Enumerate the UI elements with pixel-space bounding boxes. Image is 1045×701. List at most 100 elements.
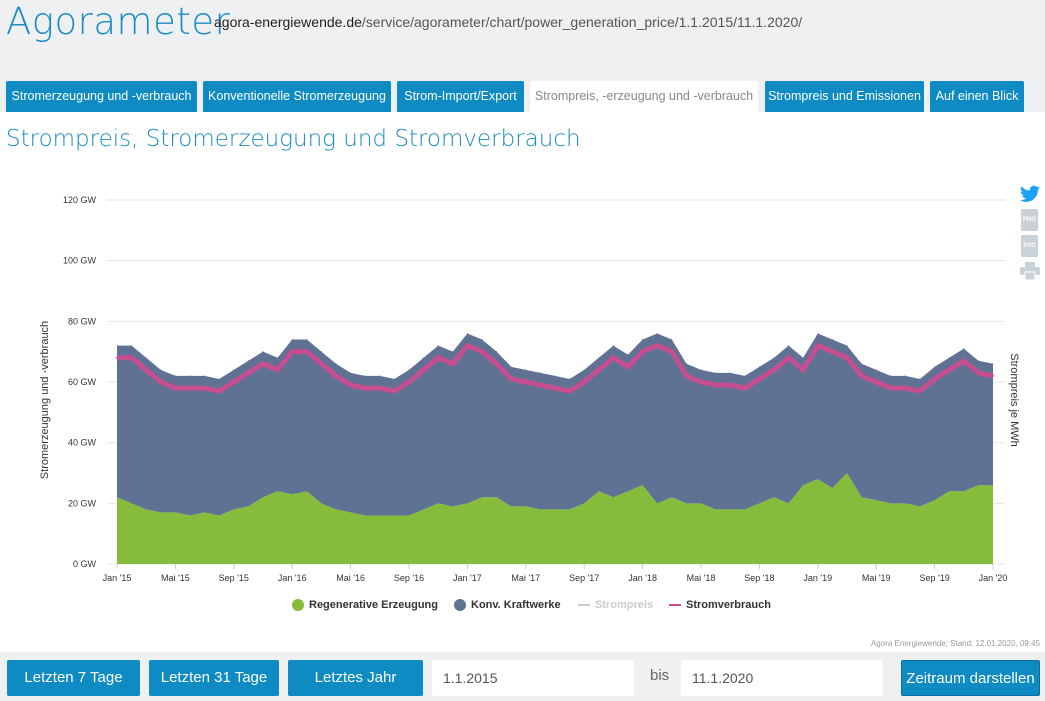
x-tick-label: Mai '16 bbox=[336, 573, 365, 583]
page-title: Strompreis, Stromerzeugung und Stromverb… bbox=[6, 126, 581, 152]
y-tick-label: 60 GW bbox=[68, 377, 97, 387]
data-point bbox=[569, 378, 571, 380]
data-point bbox=[890, 375, 892, 377]
logo[interactable]: Agorameter bbox=[6, 0, 231, 43]
data-point bbox=[233, 369, 235, 371]
last-7-days-button[interactable]: Letzten 7 Tage bbox=[7, 660, 140, 696]
twitter-icon[interactable] bbox=[1020, 184, 1040, 204]
x-tick-label: Mai '15 bbox=[161, 573, 190, 583]
last-year-button[interactable]: Letztes Jahr bbox=[288, 660, 423, 696]
to-date-input[interactable] bbox=[681, 660, 883, 696]
tab-strompreis-erzeugung[interactable]: Strompreis, -erzeugung und -verbrauch bbox=[530, 81, 758, 112]
data-point bbox=[715, 372, 717, 374]
data-point bbox=[612, 345, 614, 347]
data-point bbox=[145, 368, 148, 371]
data-point bbox=[744, 375, 746, 377]
data-point bbox=[466, 332, 468, 334]
y-tick-label: 80 GW bbox=[68, 316, 97, 326]
legend-strompreis[interactable]: Strompreis bbox=[578, 599, 653, 611]
data-point bbox=[773, 357, 775, 359]
data-point bbox=[861, 363, 863, 365]
data-point bbox=[962, 359, 965, 362]
x-tick-label: Mai '19 bbox=[862, 573, 891, 583]
legend-regenerative[interactable]: Regenerative Erzeugung bbox=[292, 599, 438, 611]
data-point bbox=[627, 365, 629, 368]
data-point bbox=[583, 381, 586, 383]
legend-dot-icon bbox=[454, 599, 466, 611]
data-point bbox=[714, 384, 717, 387]
data-point bbox=[656, 332, 658, 334]
data-point bbox=[992, 363, 994, 365]
data-point bbox=[846, 345, 848, 347]
from-date-input[interactable] bbox=[432, 660, 634, 696]
data-point bbox=[539, 384, 542, 387]
data-point bbox=[933, 377, 936, 380]
tab-konventionelle[interactable]: Konventionelle Stromerzeugung bbox=[203, 81, 391, 112]
data-point bbox=[496, 351, 498, 353]
url-domain: agora-energiewende.de bbox=[214, 14, 362, 30]
data-point bbox=[116, 356, 118, 359]
x-tick-label: Jan '19 bbox=[803, 573, 832, 583]
data-point bbox=[495, 362, 498, 365]
data-point bbox=[904, 387, 907, 390]
data-point bbox=[305, 350, 308, 353]
data-point bbox=[262, 362, 264, 365]
data-point bbox=[437, 345, 439, 347]
data-point bbox=[948, 368, 951, 371]
svg-download-icon[interactable]: SVG bbox=[1021, 235, 1038, 257]
data-point bbox=[743, 387, 746, 390]
data-point bbox=[218, 390, 221, 393]
data-point bbox=[466, 344, 469, 347]
data-point bbox=[189, 387, 191, 390]
area-konv-kraftwerke bbox=[117, 333, 993, 516]
y-tick-label: 40 GW bbox=[68, 438, 97, 448]
y2-axis-label: Strompreis je MWh bbox=[1008, 353, 1020, 447]
data-point bbox=[320, 351, 322, 353]
png-download-icon[interactable]: PNG bbox=[1021, 209, 1038, 231]
data-point bbox=[656, 344, 659, 347]
url-path: /service/agorameter/chart/power_generati… bbox=[361, 14, 803, 30]
data-point bbox=[729, 384, 732, 387]
data-point bbox=[948, 357, 950, 359]
data-point bbox=[816, 344, 819, 347]
show-period-button[interactable]: Zeitraum darstellen bbox=[901, 660, 1040, 696]
data-point bbox=[145, 357, 147, 359]
tab-stromerzeugung[interactable]: Stromerzeugung und -verbrauch bbox=[6, 81, 197, 112]
data-point bbox=[685, 374, 688, 377]
data-point bbox=[218, 378, 220, 380]
data-point bbox=[934, 366, 936, 368]
data-point bbox=[364, 387, 367, 390]
data-point bbox=[437, 356, 440, 359]
y-tick-label: 20 GW bbox=[68, 498, 97, 508]
last-31-days-button[interactable]: Letzten 31 Tage bbox=[149, 660, 279, 696]
legend-dot-icon bbox=[292, 599, 304, 611]
data-point bbox=[992, 374, 994, 377]
legend-konv[interactable]: Konv. Kraftwerke bbox=[454, 599, 561, 611]
tab-strompreis-emissionen[interactable]: Strompreis und Emissionen bbox=[765, 81, 924, 112]
data-point bbox=[379, 375, 381, 377]
legend-line-icon bbox=[669, 604, 681, 606]
legend-stromverbrauch[interactable]: Stromverbrauch bbox=[669, 599, 771, 611]
data-point bbox=[539, 372, 541, 374]
data-point bbox=[350, 372, 352, 374]
data-point bbox=[408, 369, 410, 371]
data-point bbox=[131, 345, 133, 347]
tab-import-export[interactable]: Strom-Import/Export bbox=[397, 81, 524, 112]
data-point bbox=[977, 360, 979, 362]
data-point bbox=[247, 360, 249, 362]
tab-auf-einen-blick[interactable]: Auf einen Blick bbox=[930, 81, 1024, 112]
data-point bbox=[568, 390, 571, 393]
data-point bbox=[963, 348, 965, 350]
data-point bbox=[802, 357, 804, 359]
x-tick-label: Jan '18 bbox=[628, 573, 657, 583]
data-point bbox=[758, 366, 760, 368]
data-point bbox=[510, 366, 512, 368]
data-point bbox=[554, 387, 556, 390]
print-icon[interactable] bbox=[1020, 262, 1040, 280]
data-point bbox=[174, 375, 176, 377]
bis-label: bis bbox=[650, 667, 670, 684]
x-tick-label: Sep '18 bbox=[744, 573, 774, 583]
data-point bbox=[831, 339, 833, 341]
data-point bbox=[422, 368, 425, 371]
data-point bbox=[335, 374, 337, 377]
